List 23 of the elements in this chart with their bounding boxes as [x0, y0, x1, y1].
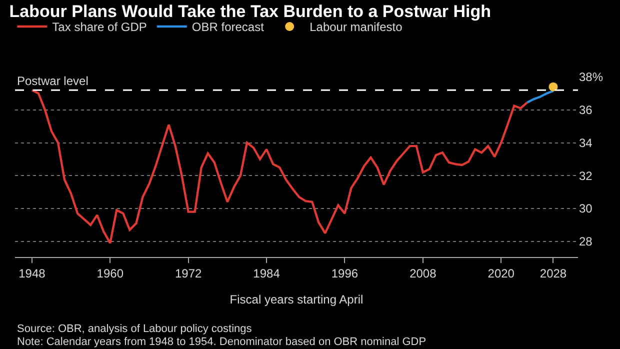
x-tick-label: 1972: [174, 266, 202, 280]
x-tick-label: 1984: [253, 266, 280, 280]
y-tick-label: 38%: [579, 70, 604, 84]
y-tick-label: 28: [579, 234, 593, 249]
y-tick-label: 34: [579, 136, 593, 150]
source-note: Source: OBR, analysis of Labour policy costings: [17, 323, 252, 335]
x-tick-label: 2028: [540, 266, 567, 280]
x-tick-label: 2008: [410, 266, 437, 280]
y-tick-label: 36: [579, 103, 593, 118]
text: Note: Calendar years from 1948 to 1954. Denominator based on OBR nominal GDP: [17, 336, 426, 348]
ref-line-label: Postwar level: [17, 74, 88, 88]
legend-label: OBR forecast: [192, 20, 265, 34]
chart-title: Labour Plans Would Take the Tax Burden to a Postwar High: [9, 2, 492, 22]
legend-label: Tax share of GDP: [52, 20, 147, 34]
x-tick-label: 1960: [96, 266, 124, 280]
x-tick-label: 1948: [18, 266, 46, 280]
y-tick-label: 30: [579, 202, 593, 216]
line-series: [30, 89, 528, 244]
legend-label: Labour manifesto: [310, 20, 403, 34]
x-tick-label: 2020: [488, 266, 515, 280]
x-axis-title: Fiscal years starting April: [230, 292, 364, 306]
y-tick-label: 32: [579, 168, 593, 183]
x-tick-label: 1996: [331, 266, 358, 280]
